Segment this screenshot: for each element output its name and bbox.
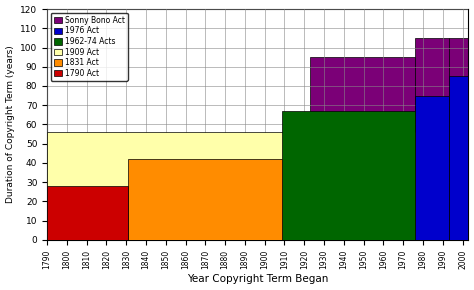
Bar: [449, 38, 468, 240]
Bar: [310, 57, 415, 240]
Legend: Sonny Bono Act, 1976 Act, 1962-74 Acts, 1909 Act, 1831 Act, 1790 Act: Sonny Bono Act, 1976 Act, 1962-74 Acts, …: [51, 13, 128, 81]
Bar: [128, 159, 283, 240]
Bar: [415, 96, 449, 240]
Y-axis label: Duration of Copyright Term (years): Duration of Copyright Term (years): [6, 46, 15, 203]
Bar: [47, 186, 128, 240]
Bar: [47, 132, 415, 240]
Bar: [449, 76, 468, 240]
Bar: [283, 111, 415, 240]
Bar: [415, 38, 449, 240]
X-axis label: Year Copyright Term Began: Year Copyright Term Began: [187, 274, 328, 284]
